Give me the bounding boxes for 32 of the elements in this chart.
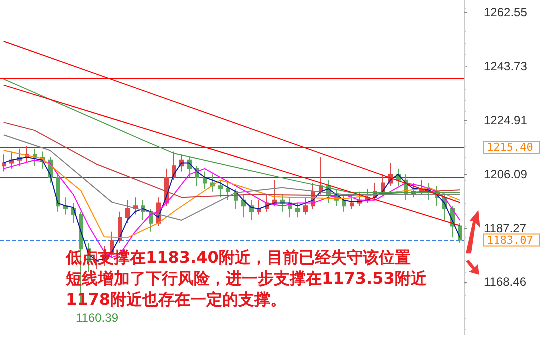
candlestick	[272, 180, 277, 207]
candlestick	[125, 200, 130, 224]
line-series	[3, 122, 461, 198]
candlestick	[9, 151, 14, 170]
y-tick-label: 1168.46	[484, 275, 527, 290]
candlestick	[342, 194, 346, 212]
y-tick-label: 1206.09	[484, 167, 528, 182]
candlestick	[319, 156, 323, 196]
line-series	[3, 150, 461, 238]
y-tick-label: 1187.27	[484, 221, 527, 236]
candlestick	[56, 174, 60, 212]
y-tick-label: 1224.91	[484, 114, 528, 128]
y-tick-label: 1262.55	[484, 6, 528, 20]
candlestick	[458, 222, 462, 244]
ref-line-label: 1215.40	[487, 141, 534, 154]
candlestick	[203, 171, 207, 190]
candlestick	[241, 194, 246, 218]
candlestick	[303, 197, 308, 216]
candlestick	[33, 148, 37, 167]
annotation: 1160.39	[76, 311, 119, 325]
candlestick	[257, 200, 261, 216]
candlestick	[350, 194, 354, 210]
ref-line-label: 1183.07	[487, 234, 534, 247]
candlestick	[295, 202, 300, 218]
line-series	[3, 134, 461, 221]
candlestick	[63, 197, 68, 216]
candlestick	[280, 194, 285, 212]
candlestick	[226, 182, 230, 201]
y-tick-label: 1243.73	[484, 60, 528, 74]
candlestick	[2, 154, 6, 172]
line-series	[3, 78, 461, 194]
candlestick	[218, 180, 223, 198]
